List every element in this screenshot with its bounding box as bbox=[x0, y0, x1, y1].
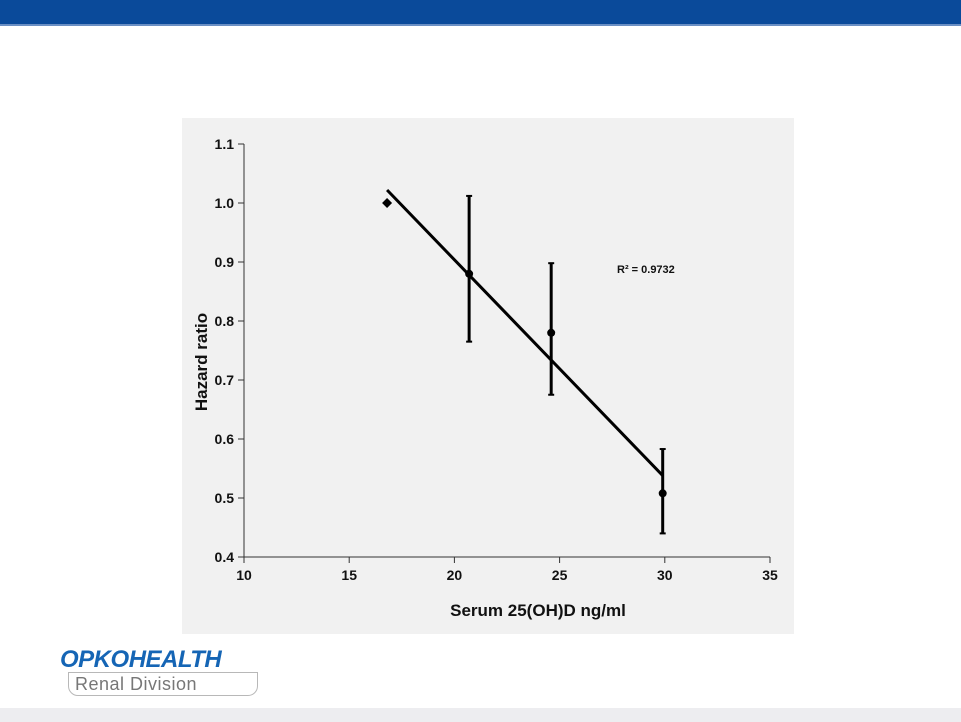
y-axis-label: Hazard ratio bbox=[192, 313, 211, 411]
logo-subtitle-box: Renal Division bbox=[68, 672, 258, 696]
x-tick-label: 25 bbox=[552, 567, 568, 583]
y-tick-label: 0.8 bbox=[215, 313, 235, 329]
x-axis-ticks: 10 15 20 25 30 35 bbox=[236, 557, 778, 583]
y-tick-label: 1.0 bbox=[215, 195, 235, 211]
chart-panel: 0.4 0.5 0.6 0.7 0.8 0.9 1.0 1.1 10 15 20 25 30 35 Ha… bbox=[182, 118, 794, 634]
y-tick-label: 0.9 bbox=[215, 254, 235, 270]
data-points bbox=[382, 198, 667, 498]
logo-brand-opko: OPKO bbox=[60, 646, 129, 673]
y-tick-label: 0.4 bbox=[215, 549, 235, 565]
header-bar bbox=[0, 0, 961, 24]
logo-brand-health: HEALTH bbox=[128, 646, 222, 673]
axes bbox=[243, 144, 770, 558]
logo-subtitle: Renal Division bbox=[75, 674, 198, 694]
trendline-group bbox=[385, 188, 664, 477]
hazard-ratio-chart: 0.4 0.5 0.6 0.7 0.8 0.9 1.0 1.1 10 15 20 25 30 35 Ha… bbox=[192, 136, 778, 620]
data-point-diamond bbox=[382, 198, 393, 208]
opko-health-logo: OPKOHEALTH Renal Division bbox=[60, 648, 260, 698]
x-tick-label: 15 bbox=[341, 567, 357, 583]
y-tick-label: 0.7 bbox=[215, 372, 235, 388]
data-point bbox=[658, 489, 667, 498]
data-point bbox=[547, 328, 556, 337]
y-tick-label: 0.5 bbox=[215, 490, 235, 506]
x-tick-label: 20 bbox=[447, 567, 463, 583]
error-bars bbox=[466, 194, 666, 535]
y-axis-ticks: 0.4 0.5 0.6 0.7 0.8 0.9 1.0 1.1 bbox=[215, 136, 244, 565]
footer-bar bbox=[0, 708, 961, 722]
data-point bbox=[465, 269, 474, 278]
y-tick-label: 1.1 bbox=[215, 136, 235, 152]
r-squared-annotation: R² = 0.9732 bbox=[617, 264, 675, 276]
header-bar-edge bbox=[0, 24, 961, 26]
logo-brand: OPKOHEALTH bbox=[60, 646, 222, 673]
trendline bbox=[385, 188, 664, 477]
x-tick-label: 35 bbox=[762, 567, 778, 583]
x-tick-label: 30 bbox=[657, 567, 673, 583]
x-axis-label: Serum 25(OH)D ng/ml bbox=[450, 601, 626, 620]
x-tick-label: 10 bbox=[236, 567, 252, 583]
y-tick-label: 0.6 bbox=[215, 431, 235, 447]
